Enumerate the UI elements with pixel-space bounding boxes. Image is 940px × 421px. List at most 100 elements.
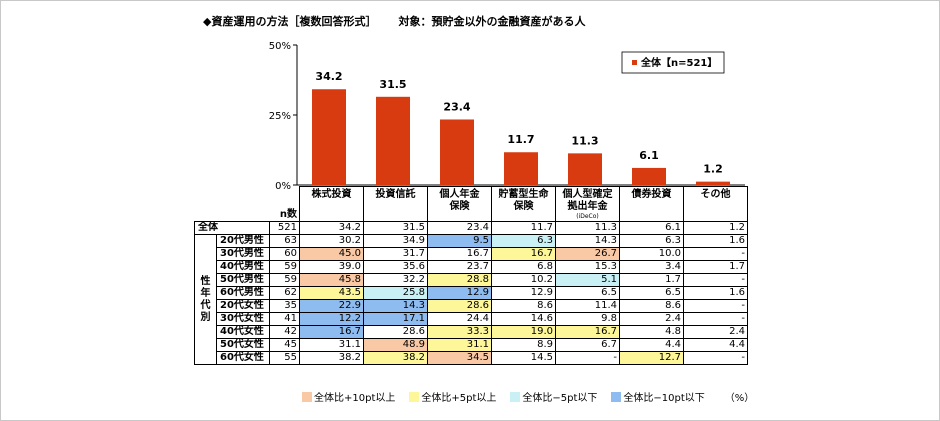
table-cell: 1.2 xyxy=(683,221,748,235)
bar xyxy=(568,153,602,185)
table-cell: 1.6 xyxy=(683,286,748,300)
row-label: 50代女性 xyxy=(216,338,270,352)
table-cell: 6.7 xyxy=(555,338,620,352)
table-cell: 22.9 xyxy=(299,299,364,313)
table-cell: 12.2 xyxy=(299,312,364,326)
bar-chart: 0%25%50%34.231.523.411.7 11.36.11.2全体【n=5… xyxy=(269,41,745,192)
row-label: 40代女性 xyxy=(216,325,270,339)
table-cell: 15.3 xyxy=(555,260,620,274)
table-cell: 14.3 xyxy=(555,234,620,248)
table-cell: 31.1 xyxy=(427,338,492,352)
table-cell: 14.3 xyxy=(363,299,428,313)
table-cell: 6.8 xyxy=(491,260,556,274)
table-cell: - xyxy=(555,351,620,365)
table-cell: 30.2 xyxy=(299,234,364,248)
chart-title: ◆資産運用の方法［複数回答形式］ 対象：預貯金以外の金融資産がある人 xyxy=(203,13,585,29)
legend-item: 全体比+5pt以上 xyxy=(409,389,496,404)
table-cell: 38.2 xyxy=(299,351,364,365)
table-cell: 28.8 xyxy=(427,273,492,287)
column-header: 貯蓄型生命 保険 xyxy=(491,186,556,222)
table-cell: 8.6 xyxy=(491,299,556,313)
column-header-line: 投資信託 xyxy=(375,189,416,200)
legend-label: 全体比−5pt以下 xyxy=(522,393,598,404)
bar xyxy=(376,96,410,185)
table-cell: 24.4 xyxy=(427,312,492,326)
table-cell: 6.3 xyxy=(491,234,556,248)
table-cell: 14.5 xyxy=(491,351,556,365)
legend-swatch xyxy=(611,391,622,402)
row-label: 50代男性 xyxy=(216,273,270,287)
table-cell: 31.5 xyxy=(363,221,428,235)
table-cell: - xyxy=(683,299,748,313)
row-n: 63 xyxy=(269,234,300,248)
row-label: 20代女性 xyxy=(216,299,270,313)
column-header-line: 株式投資 xyxy=(311,189,352,200)
column-header: 株式投資 xyxy=(299,186,364,222)
row-n: 55 xyxy=(269,351,300,365)
table-cell: 11.3 xyxy=(555,221,620,235)
table-cell: 28.6 xyxy=(363,325,428,339)
table-cell: 6.3 xyxy=(619,234,684,248)
row-label: 20代男性 xyxy=(216,234,270,248)
table-cell: - xyxy=(683,247,748,261)
table-cell: 48.9 xyxy=(363,338,428,352)
bar xyxy=(632,167,666,185)
legend-swatch xyxy=(409,391,420,402)
table-cell: 45.0 xyxy=(299,247,364,261)
legend-item: 全体比+10pt以上 xyxy=(302,389,395,404)
row-label: 30代男性 xyxy=(216,247,270,261)
row-label: 30代女性 xyxy=(216,312,270,326)
table-cell: 8.6 xyxy=(619,299,684,313)
table-cell: 19.0 xyxy=(491,325,556,339)
table-cell: 10.0 xyxy=(619,247,684,261)
row-n: 59 xyxy=(269,260,300,274)
table-cell: 31.7 xyxy=(363,247,428,261)
table-cell: 16.7 xyxy=(427,247,492,261)
legend-item: 全体比−10pt以下 xyxy=(611,389,705,404)
column-header-line: 保険 xyxy=(513,201,534,212)
row-n: 45 xyxy=(269,338,300,352)
bar xyxy=(312,89,346,185)
table-cell: 6.1 xyxy=(619,221,684,235)
column-header-line: 貯蓄型生命 xyxy=(498,189,549,200)
bar-value-label: 31.5 xyxy=(379,78,406,91)
legend-label: 全体比+10pt以上 xyxy=(314,393,396,404)
row-n: 521 xyxy=(269,221,300,235)
row-n: 41 xyxy=(269,312,300,326)
table-cell: 6.5 xyxy=(619,286,684,300)
table-cell: 4.8 xyxy=(619,325,684,339)
bar-value-label: 1.2 xyxy=(703,163,723,176)
table-cell: 33.3 xyxy=(427,325,492,339)
bar xyxy=(440,119,474,185)
column-header-line: その他 xyxy=(700,189,731,200)
side-label: 性年代別 xyxy=(194,234,217,365)
row-n: 62 xyxy=(269,286,300,300)
table-cell: 11.7 xyxy=(491,221,556,235)
title-main: ◆資産運用の方法［複数回答形式］ xyxy=(203,15,377,28)
table-cell: 32.2 xyxy=(363,273,428,287)
table-cell: 31.1 xyxy=(299,338,364,352)
table-cell: 43.5 xyxy=(299,286,364,300)
table-cell: - xyxy=(683,351,748,365)
table-cell: 1.7 xyxy=(619,273,684,287)
table-cell: 16.7 xyxy=(491,247,556,261)
chart-legend-box xyxy=(621,51,725,74)
column-header-line: 個人型確定 xyxy=(562,189,613,200)
column-header-line: 個人年金 xyxy=(439,189,480,200)
bar xyxy=(696,181,730,185)
color-legend: 全体比+10pt以上 全体比+5pt以上 全体比−5pt以下 全体比−10pt以下 （… xyxy=(302,389,754,405)
table-cell: 17.1 xyxy=(363,312,428,326)
bar-value-label: 34.2 xyxy=(315,70,342,83)
row-label: 60代男性 xyxy=(216,286,270,300)
table-cell: 8.9 xyxy=(491,338,556,352)
crosstab-table: n数 株式投資 投資信託 個人年金 保険 貯蓄型生命 保険 個人型確定 拠出年金 (iDeCo) 債… xyxy=(194,186,748,365)
legend-item: 全体比−5pt以下 xyxy=(510,389,597,404)
table-cell: 2.4 xyxy=(619,312,684,326)
row-n: 35 xyxy=(269,299,300,313)
table-cell: 26.7 xyxy=(555,247,620,261)
column-header-line: 保険 xyxy=(449,201,470,212)
table-cell: 16.7 xyxy=(555,325,620,339)
title-target: 対象：預貯金以外の金融資産がある人 xyxy=(398,15,586,28)
table-cell: 23.4 xyxy=(427,221,492,235)
table-cell: 2.4 xyxy=(683,325,748,339)
